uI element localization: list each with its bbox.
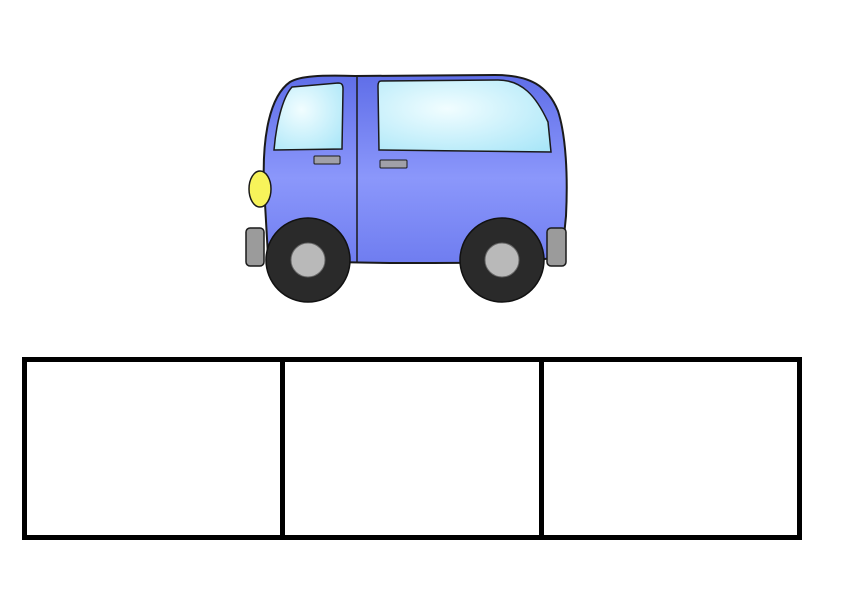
front-bumper [245,227,265,267]
answer-box-2[interactable] [280,362,538,535]
rear-bumper [546,227,567,267]
door-handle-front [313,155,341,165]
door-handle-side [379,159,408,169]
side-window [377,79,552,153]
rear-wheel [459,217,545,303]
van-icon [245,73,568,303]
headlight [248,170,272,208]
answer-boxes [22,357,802,540]
front-window [273,82,344,151]
front-wheel [265,217,351,303]
answer-box-1[interactable] [27,362,280,535]
answer-box-3[interactable] [538,362,797,535]
